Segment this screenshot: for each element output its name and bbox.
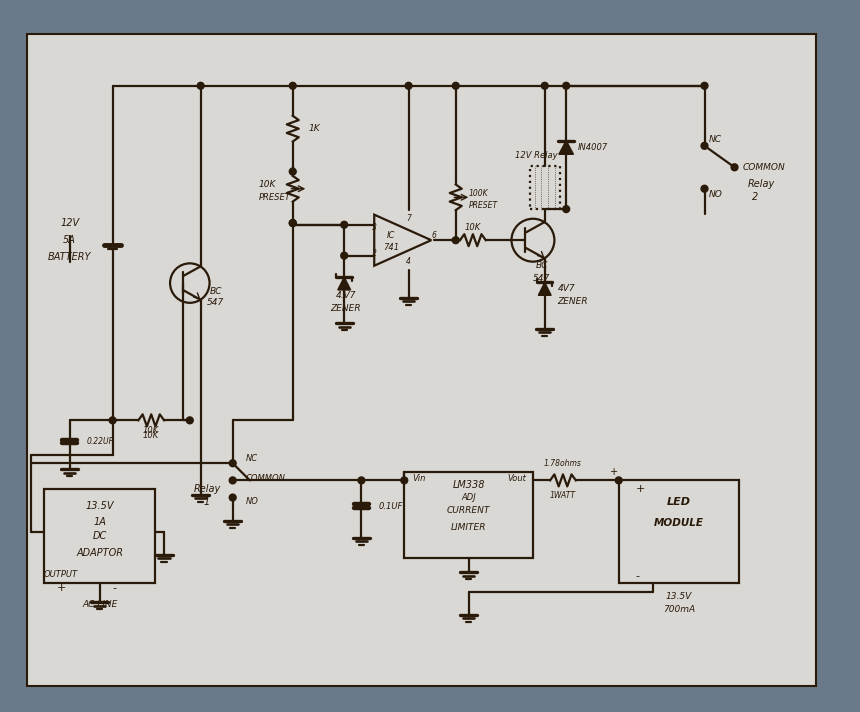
Text: OUTPUT: OUTPUT [44, 570, 78, 580]
Circle shape [289, 83, 296, 89]
Circle shape [230, 494, 236, 501]
Circle shape [230, 460, 236, 466]
Text: 1WATT: 1WATT [550, 491, 576, 501]
Bar [618, 481, 739, 583]
Text: 700mA: 700mA [663, 604, 695, 614]
Circle shape [341, 252, 347, 259]
Text: 1K: 1K [308, 124, 320, 133]
Circle shape [731, 164, 738, 171]
Text: COMMON: COMMON [743, 163, 786, 172]
Text: 7: 7 [406, 214, 411, 224]
Text: NC: NC [709, 135, 722, 145]
Text: ZENER: ZENER [557, 297, 588, 306]
Circle shape [562, 206, 569, 212]
Text: LED: LED [666, 497, 691, 507]
Text: PRESET: PRESET [259, 193, 291, 201]
Text: 547: 547 [533, 274, 550, 283]
Text: Relay: Relay [747, 179, 775, 189]
Text: BC: BC [535, 261, 548, 271]
Text: LM338: LM338 [452, 480, 485, 490]
Text: +: + [57, 582, 66, 592]
Text: 100K: 100K [469, 189, 488, 197]
Text: BATTERY: BATTERY [48, 252, 91, 262]
Text: 10K: 10K [464, 223, 481, 232]
Text: MODULE: MODULE [654, 518, 703, 528]
Polygon shape [338, 277, 351, 290]
Text: 4: 4 [406, 257, 411, 266]
Text: 0.1UF: 0.1UF [378, 502, 402, 511]
Circle shape [541, 83, 548, 89]
Circle shape [562, 83, 569, 89]
Text: LIMITER: LIMITER [451, 523, 487, 532]
Circle shape [230, 477, 236, 484]
Circle shape [109, 417, 116, 424]
Text: ZENER: ZENER [330, 304, 361, 313]
Text: PRESET: PRESET [469, 201, 498, 210]
Text: 2: 2 [372, 248, 377, 258]
Text: -: - [113, 582, 117, 592]
Bar [530, 166, 560, 209]
Circle shape [452, 83, 459, 89]
Text: ADJ: ADJ [461, 493, 476, 502]
Text: BC: BC [209, 287, 222, 296]
Text: IC: IC [387, 231, 396, 241]
Text: DC: DC [93, 531, 107, 541]
Circle shape [197, 83, 204, 89]
Text: CURRENT: CURRENT [447, 506, 490, 515]
Bar [404, 472, 533, 557]
Text: AC LINE: AC LINE [82, 600, 118, 609]
Text: 1A: 1A [93, 517, 106, 527]
Text: Relay: Relay [194, 484, 220, 494]
Circle shape [701, 185, 708, 192]
Text: 0.22UF: 0.22UF [87, 437, 114, 446]
Text: 4.V7: 4.V7 [335, 291, 356, 300]
Text: -: - [636, 572, 640, 582]
Circle shape [289, 219, 296, 226]
Text: NO: NO [246, 497, 259, 506]
Circle shape [701, 142, 708, 150]
Circle shape [452, 237, 459, 244]
Text: 13.5V: 13.5V [85, 501, 114, 511]
Circle shape [701, 83, 708, 89]
Text: 12V Relay: 12V Relay [515, 152, 557, 160]
Text: 10K: 10K [259, 180, 276, 189]
Text: +: + [611, 467, 618, 477]
Text: ADAPTOR: ADAPTOR [77, 548, 123, 558]
Circle shape [289, 168, 296, 175]
Circle shape [401, 477, 408, 484]
Text: 12V: 12V [60, 218, 79, 228]
Text: 2: 2 [752, 192, 758, 202]
Text: 1: 1 [204, 497, 210, 507]
Text: NC: NC [246, 454, 258, 464]
Text: 13.5V: 13.5V [666, 592, 692, 601]
Text: 10K: 10K [143, 426, 159, 435]
Bar [44, 489, 156, 583]
Text: 741: 741 [384, 243, 399, 251]
Text: 6: 6 [432, 231, 437, 241]
Text: 5A: 5A [64, 235, 77, 245]
Circle shape [187, 417, 194, 424]
Polygon shape [538, 283, 551, 295]
Circle shape [358, 477, 365, 484]
Text: 4V7: 4V7 [557, 284, 575, 293]
Text: 3: 3 [372, 223, 377, 232]
Circle shape [341, 221, 347, 228]
Circle shape [405, 83, 412, 89]
Text: +: + [636, 484, 645, 494]
Polygon shape [559, 140, 574, 155]
Text: 1.78ohms: 1.78ohms [544, 459, 582, 468]
Text: 547: 547 [207, 298, 224, 308]
Text: Vin: Vin [413, 474, 427, 483]
Circle shape [289, 219, 296, 226]
Text: 10K: 10K [143, 431, 159, 440]
Text: IN4007: IN4007 [577, 143, 607, 152]
Text: Vout: Vout [507, 474, 526, 483]
Circle shape [615, 477, 622, 484]
Text: COMMON: COMMON [246, 474, 286, 483]
Text: NO: NO [709, 190, 722, 199]
